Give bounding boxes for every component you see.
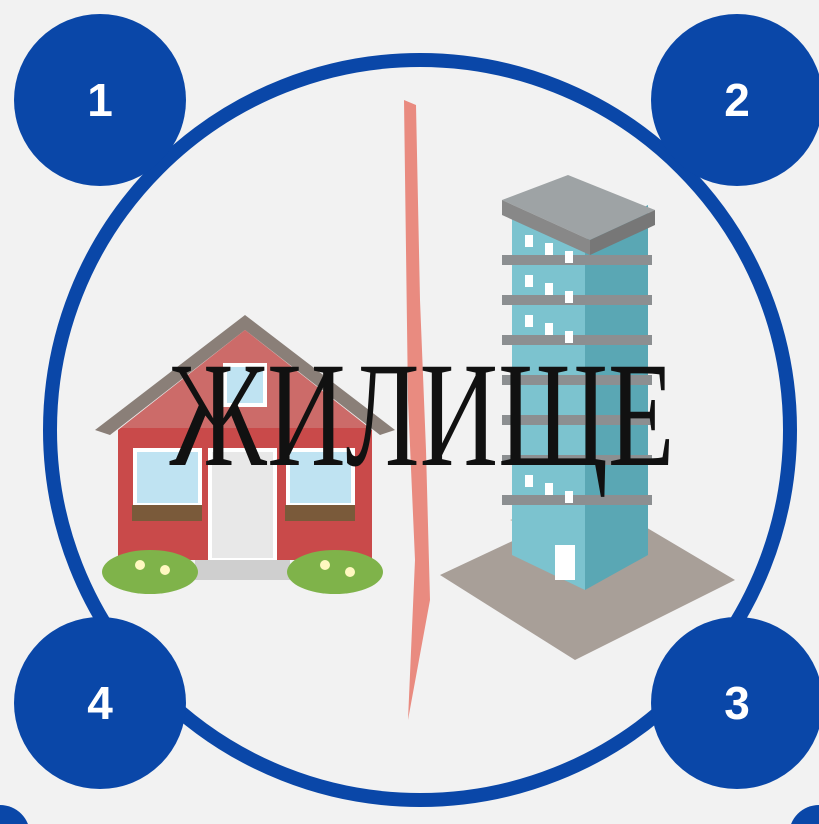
title: ЖИЛИЩЕ xyxy=(170,332,675,498)
diagram: ЖИЛИЩЕ 1 2 3 4 xyxy=(0,0,819,824)
badge-number: 3 xyxy=(724,677,750,729)
badge: 1 xyxy=(14,14,186,186)
badge: 4 xyxy=(14,617,186,789)
badge-number: 4 xyxy=(87,677,113,729)
badge-number: 2 xyxy=(724,74,750,126)
badge-number: 1 xyxy=(87,74,113,126)
badge: 3 xyxy=(651,617,819,789)
badge: 2 xyxy=(651,14,819,186)
